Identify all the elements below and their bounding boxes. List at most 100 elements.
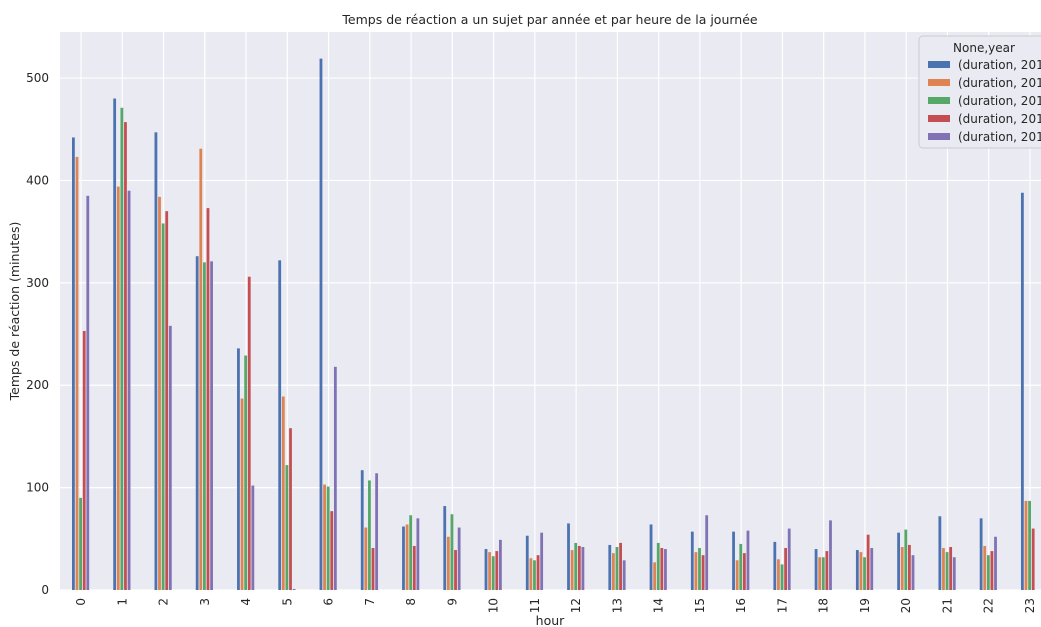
x-tick-label: 16 [734,598,748,613]
chart-title: Temps de réaction a un sujet par année e… [341,12,758,27]
bar [158,196,161,590]
bar [281,396,285,590]
bar [863,557,866,590]
bar [945,552,949,590]
x-tick-label: 12 [569,598,583,613]
x-tick-label: 19 [858,598,872,613]
bar [1031,528,1035,590]
legend-title: None,year [953,41,1015,55]
y-tick-label: 200 [26,378,49,392]
bar [983,545,987,590]
bar [664,549,667,590]
bar [244,355,248,590]
bar [75,156,79,590]
bar [199,148,203,590]
bar [124,122,127,590]
bar [949,546,953,590]
bar [574,542,578,590]
bar [292,588,296,590]
x-tick-label: 11 [528,598,542,613]
bar [611,553,615,590]
bar [787,528,791,590]
bar [368,480,371,590]
bar [202,262,206,590]
bar [375,473,379,590]
bar [120,107,124,590]
bar [405,524,409,590]
x-tick-label: 15 [693,598,707,613]
bar [1028,500,1031,590]
bar [660,548,664,590]
bar [488,552,491,590]
bar [859,552,863,590]
bar [457,527,461,590]
y-tick-labels: 0 100 200 300 400 500 [26,71,49,597]
bar [746,530,750,590]
bar [567,523,570,590]
bar [154,132,158,590]
x-tick-label: 6 [322,598,336,606]
bar [942,548,945,590]
bar [491,556,495,590]
bar [938,516,942,590]
bar [533,560,536,590]
bar [739,543,743,590]
bar [319,58,323,591]
bar [289,428,292,590]
bar [116,186,120,590]
bar [371,548,375,590]
y-tick-label: 0 [41,583,49,597]
bar [581,546,585,590]
bar [360,470,364,590]
bar [608,544,612,590]
x-tick-label: 10 [487,598,501,613]
bars [72,58,1035,591]
bar [195,256,199,590]
bar [694,552,698,590]
bar [690,531,694,590]
bar [814,549,818,590]
x-tick-label: 1 [115,598,129,606]
y-axis-title: Temps de réaction (minutes) [7,222,22,402]
bar [577,545,581,590]
x-tick-label: 3 [198,598,212,606]
bar [536,555,540,590]
bar [821,557,825,590]
bar [619,542,622,590]
bar [206,208,210,590]
bar [484,549,488,590]
bar [285,465,289,590]
bar [499,539,502,590]
bar [855,550,859,590]
legend-label: (duration, 2016) [958,76,1041,90]
bar [705,515,709,590]
bar [994,536,997,590]
bar [656,542,660,590]
legend-label: (duration, 2015) [958,58,1041,72]
x-tick-label: 22 [982,598,996,613]
bar [278,260,282,590]
bar [251,485,255,590]
x-tick-label: 14 [652,598,666,613]
bar [990,551,994,590]
bar [698,548,701,590]
bar [86,195,90,590]
legend-swatch [928,97,950,104]
x-tick-label: 21 [940,598,954,613]
bar [825,551,829,590]
x-tick-label: 8 [404,598,418,606]
legend-items: (duration, 2015) (duration, 2016) (duratio… [928,58,1041,144]
bar [450,514,454,590]
bar [570,550,574,590]
bar [127,190,131,590]
bar [165,211,169,590]
bar [82,330,86,590]
bar [829,520,832,590]
legend-swatch [928,115,950,122]
bar [495,551,499,590]
bar [161,223,165,590]
x-tick-label: 2 [157,598,171,606]
bar [446,536,450,590]
bar [113,98,117,590]
